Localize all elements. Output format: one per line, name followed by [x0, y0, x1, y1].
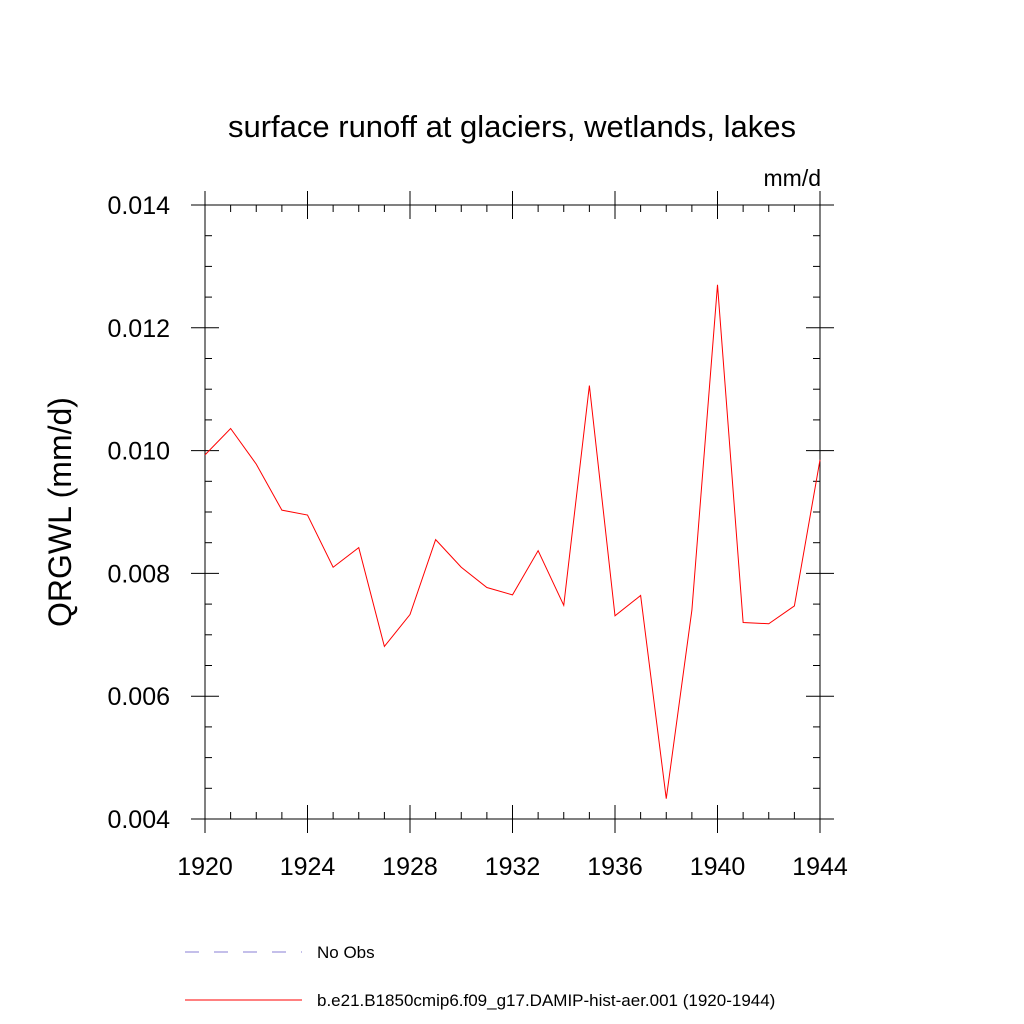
plot-frame	[204, 204, 821, 820]
x-tick-label: 1940	[690, 853, 746, 881]
x-tick-label: 1928	[382, 853, 438, 881]
series-layer	[204, 284, 821, 799]
axes: 1920 1924 1928 1932 1936 1940 1944 0.004 0.006 0.…	[107, 191, 848, 881]
x-tick-label: 1936	[587, 853, 643, 881]
x-tick-label: 1932	[485, 853, 541, 881]
legend-label: No Obs	[317, 943, 375, 962]
x-tick-label: 1920	[177, 853, 233, 881]
x-tick-label: 1944	[792, 853, 848, 881]
y-tick-label: 0.008	[107, 560, 170, 588]
legend: No Obs b.e21.B1850cmip6.f09_g17.DAMIP-his…	[185, 943, 775, 1010]
legend-label: b.e21.B1850cmip6.f09_g17.DAMIP-hist-aer.…	[317, 991, 775, 1010]
y-tick-label: 0.004	[107, 806, 170, 834]
y-tick-label: 0.010	[107, 438, 170, 466]
units-label: mm/d	[764, 165, 822, 191]
y-tick-label: 0.012	[107, 315, 170, 343]
series-line	[204, 284, 821, 799]
y-tick-label: 0.014	[107, 192, 170, 220]
y-axis-title: QRGWL (mm/d)	[42, 397, 78, 627]
y-tick-label: 0.006	[107, 683, 170, 711]
chart-title: surface runoff at glaciers, wetlands, la…	[228, 109, 796, 144]
x-tick-label: 1924	[280, 853, 336, 881]
